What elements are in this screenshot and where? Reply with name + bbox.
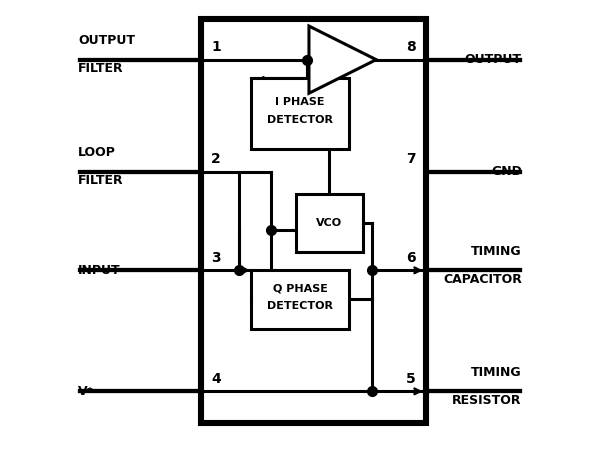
Text: 8: 8 <box>406 40 416 54</box>
Text: FILTER: FILTER <box>78 62 124 75</box>
Text: I PHASE: I PHASE <box>275 97 325 107</box>
Text: VCO: VCO <box>316 218 342 228</box>
Text: 4: 4 <box>211 372 221 386</box>
Text: V⁺: V⁺ <box>78 385 94 398</box>
Text: OUTPUT: OUTPUT <box>78 34 135 47</box>
Polygon shape <box>309 26 376 93</box>
Text: 7: 7 <box>406 152 416 166</box>
Bar <box>251 78 349 149</box>
Text: FILTER: FILTER <box>78 174 124 187</box>
Text: DETECTOR: DETECTOR <box>267 115 333 125</box>
Text: GND: GND <box>491 165 522 178</box>
Text: TIMING: TIMING <box>471 366 522 379</box>
Text: 3: 3 <box>211 251 221 265</box>
Text: Q PHASE: Q PHASE <box>272 283 328 293</box>
Text: TIMING: TIMING <box>471 245 522 258</box>
Text: OUTPUT: OUTPUT <box>465 53 522 66</box>
Text: LOOP: LOOP <box>78 146 116 159</box>
Text: RESISTOR: RESISTOR <box>452 394 522 407</box>
Text: INPUT: INPUT <box>78 264 121 277</box>
Text: CAPACITOR: CAPACITOR <box>443 272 522 285</box>
Text: 1: 1 <box>211 40 221 54</box>
Bar <box>202 19 425 423</box>
Text: DETECTOR: DETECTOR <box>267 301 333 311</box>
Text: 6: 6 <box>406 251 416 265</box>
Bar <box>251 270 349 329</box>
Text: 5: 5 <box>406 372 416 386</box>
Bar <box>296 194 363 253</box>
Text: 2: 2 <box>211 152 221 166</box>
